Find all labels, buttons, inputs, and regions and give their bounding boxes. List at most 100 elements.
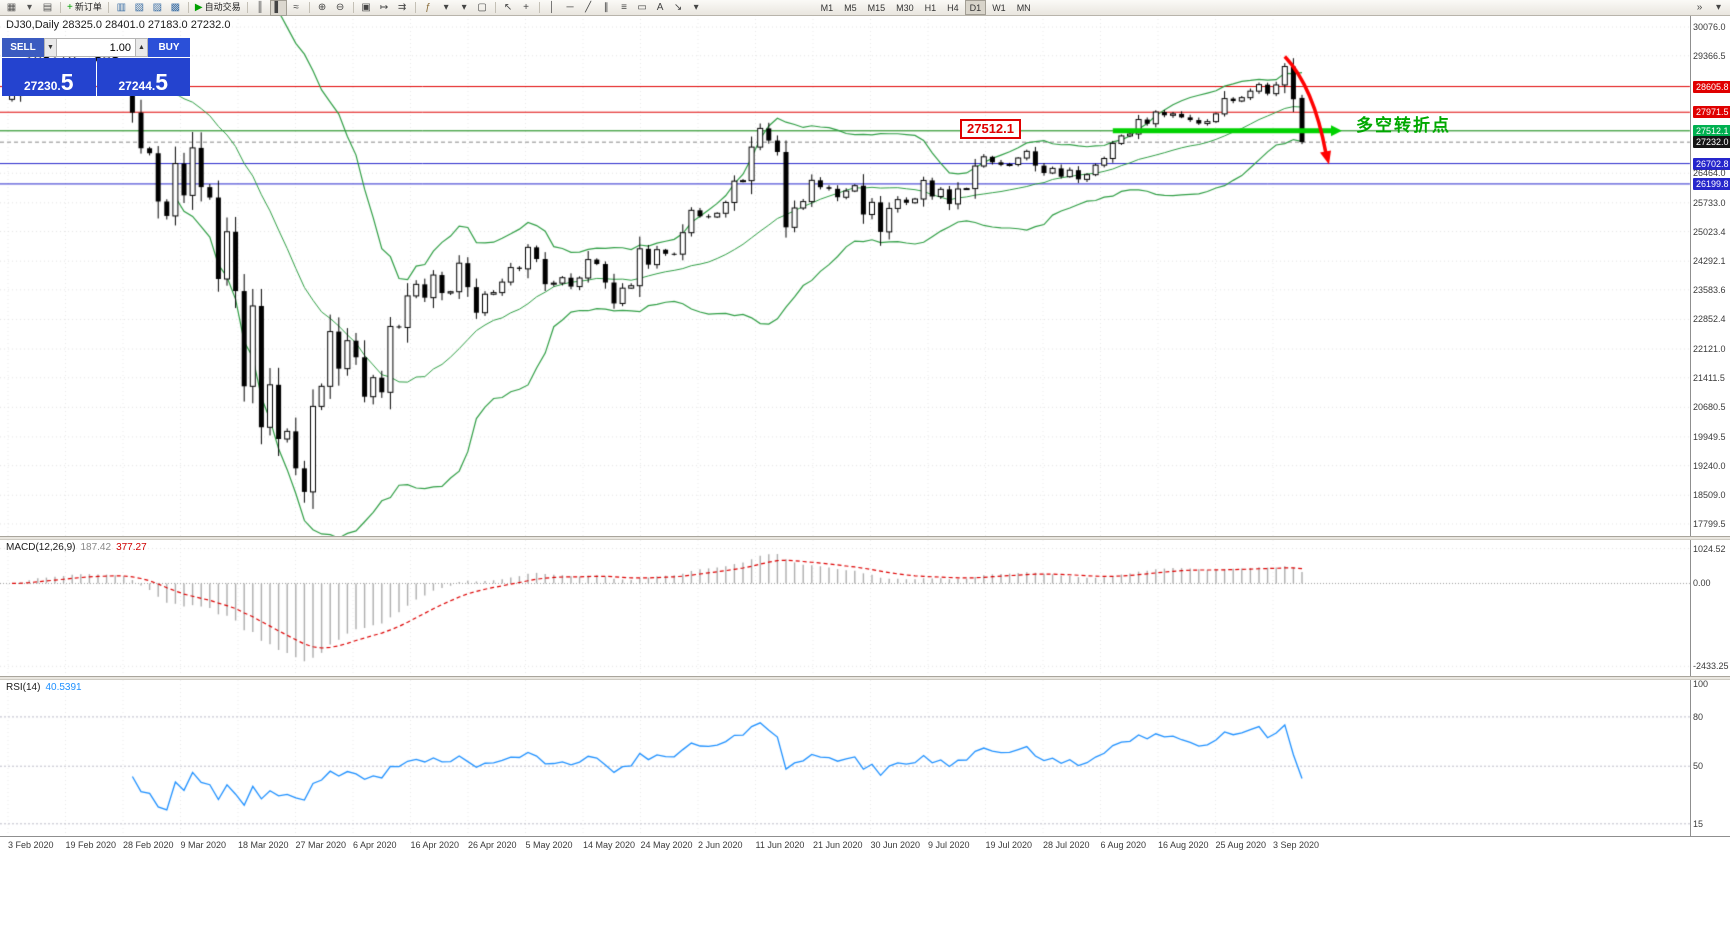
date-axis-label: 2 Jun 2020 (698, 840, 743, 850)
terminal-icon: ▩ (170, 1, 181, 13)
terminal-icon[interactable]: ▩ (167, 0, 184, 16)
price-axis-label: 20680.5 (1693, 402, 1726, 413)
timeframe-w1[interactable]: W1 (992, 2, 1006, 13)
navigator-icon[interactable]: ▨ (149, 0, 166, 16)
toolbar-right-group: » ▾ (1691, 0, 1727, 16)
price-axis-label: 18509.0 (1693, 490, 1726, 501)
arrows-dropdown-icon: ▾ (693, 1, 699, 13)
candlestick-icon[interactable]: ▌ (269, 0, 287, 16)
volume-increase-button[interactable]: ▲ (135, 38, 148, 57)
one-click-trading-panel: SELL ▼ ▲ BUY 27230.5 27244.5 (2, 38, 190, 96)
date-axis-label: 14 May 2020 (583, 840, 636, 850)
new-order-button[interactable]: + 新订单 (65, 0, 104, 16)
cursor-icon: ↖ (503, 1, 513, 13)
arrows-dropdown-icon[interactable]: ▾ (688, 0, 705, 16)
auto-scroll-icon[interactable]: ↦ (376, 0, 393, 16)
timeframe-m1[interactable]: M1 (820, 2, 834, 13)
data-window-icon[interactable]: ▧ (131, 0, 148, 16)
arrows-icon[interactable]: ↘ (670, 0, 687, 16)
price-axis-label: 24292.1 (1693, 256, 1726, 267)
timeframe-h1[interactable]: H1 (924, 2, 937, 13)
price-axis-label: 19240.0 (1693, 460, 1726, 471)
toolbar-overflow-icon[interactable]: » (1691, 0, 1708, 16)
date-axis-label: 6 Aug 2020 (1100, 840, 1147, 850)
price-axis-divider (1690, 15, 1691, 836)
toolbar-menu-dropdown-icon[interactable]: ▾ (1710, 0, 1727, 16)
rsi-axis-label: 15 (1693, 818, 1704, 829)
data-window-icon: ▧ (134, 1, 145, 13)
fibonacci-icon[interactable]: ≡ (616, 0, 633, 16)
volume-input[interactable] (57, 38, 135, 57)
zoom-in-icon[interactable]: ⊕ (314, 0, 331, 16)
crosshair-icon: + (523, 1, 529, 13)
timeframe-m30[interactable]: M30 (896, 2, 914, 13)
indicators-icon: ƒ (425, 1, 431, 13)
volume-decrease-button[interactable]: ▼ (44, 38, 57, 57)
indicators-icon[interactable]: ƒ (420, 0, 437, 16)
macd-axis-label: 1024.52 (1693, 543, 1726, 554)
market-watch-icon[interactable]: ▥ (113, 0, 130, 16)
line-chart-icon[interactable]: ≈ (288, 0, 305, 16)
text-label-icon[interactable]: A (652, 0, 669, 16)
date-axis-label: 18 Mar 2020 (238, 840, 289, 850)
timeframe-mn[interactable]: MN (1016, 2, 1031, 13)
buy-price[interactable]: 27244. 5 (96, 58, 190, 96)
toolbar-separator (352, 2, 354, 13)
cursor-icon[interactable]: ↖ (500, 0, 517, 16)
timeframe-m5[interactable]: M5 (844, 2, 857, 13)
market-watch-icon: ▥ (116, 1, 127, 13)
ohlc-bars-icon[interactable]: ║ (252, 0, 269, 16)
timeframe-d1[interactable]: D1 (964, 0, 987, 15)
price-axis-label: 25733.0 (1693, 197, 1726, 208)
date-axis-label: 24 May 2020 (640, 840, 693, 850)
chart-shift-icon[interactable]: ⇉ (394, 0, 411, 16)
price-axis-label: 27232.0 (1693, 136, 1730, 149)
vertical-line-icon[interactable]: │ (544, 0, 561, 16)
support-callout[interactable]: 27512.1 (960, 119, 1021, 139)
date-axis-label: 28 Feb 2020 (123, 840, 174, 850)
date-axis-label: 30 Jun 2020 (870, 840, 921, 850)
toolbar-separator (246, 2, 248, 13)
channel-icon: ∥ (603, 1, 609, 13)
toolbar-separator (308, 2, 310, 13)
date-axis-label: 21 Jun 2020 (813, 840, 863, 850)
sell-button[interactable]: SELL (2, 38, 44, 57)
annotation-text[interactable]: 多空转折点 (1356, 116, 1451, 135)
horizontal-line-icon[interactable]: ─ (562, 0, 579, 16)
macd-panel-splitter[interactable] (0, 536, 1730, 540)
new-chart-icon: ▦ (6, 1, 17, 13)
rsi-name: RSI(14) (6, 682, 41, 693)
rsi-panel-splitter[interactable] (0, 676, 1730, 680)
chart-list-dropdown-icon[interactable]: ▾ (21, 0, 38, 16)
date-axis-label: 5 May 2020 (525, 840, 573, 850)
timeframe-m15[interactable]: M15 (867, 2, 886, 13)
indicators-dropdown-icon[interactable]: ▾ (438, 0, 455, 16)
profiles-icon: ▤ (42, 1, 53, 13)
date-axis-label: 28 Jul 2020 (1043, 840, 1090, 850)
price-axis-label: 27512.1 (1693, 124, 1730, 137)
auto-trading-button[interactable]: ▶ 自动交易 (193, 0, 243, 16)
date-axis-label: 3 Feb 2020 (8, 840, 54, 850)
templates-icon[interactable]: ▢ (474, 0, 491, 16)
crosshair-icon[interactable]: + (518, 0, 535, 16)
timeframe-h4[interactable]: H4 (947, 2, 959, 13)
sell-price-main: 27230. (24, 78, 61, 93)
shapes-icon[interactable]: ▭ (634, 0, 651, 16)
toolbar-separator (107, 2, 109, 13)
zoom-out-icon[interactable]: ⊖ (332, 0, 349, 16)
periods-dropdown-icon[interactable]: ▾ (456, 0, 473, 16)
trendline-icon[interactable]: ╱ (580, 0, 597, 16)
macd-name: MACD(12,26,9) (6, 542, 76, 553)
buy-button[interactable]: BUY (148, 38, 190, 57)
price-axis-label: 26702.8 (1693, 157, 1730, 170)
date-axis-label: 26 Apr 2020 (468, 840, 517, 850)
profiles-icon[interactable]: ▤ (39, 0, 56, 16)
toolbar-separator (60, 2, 61, 13)
horizontal-line-icon: ─ (566, 1, 574, 13)
tile-windows-icon[interactable]: ▣ (358, 0, 375, 16)
chart-list-dropdown-icon: ▾ (26, 1, 33, 13)
new-chart-icon[interactable]: ▦ (3, 0, 20, 16)
channel-icon[interactable]: ∥ (598, 0, 615, 16)
sell-price[interactable]: 27230. 5 (2, 58, 96, 96)
